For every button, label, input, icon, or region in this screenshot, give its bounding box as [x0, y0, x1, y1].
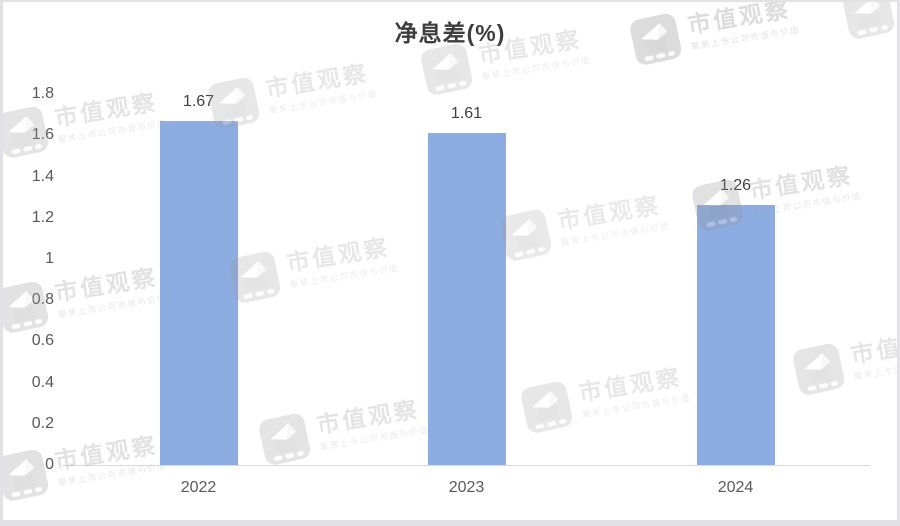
y-axis-tick-label: 1.6	[31, 126, 54, 144]
y-axis-tick-label: 0.2	[31, 414, 54, 432]
y-axis-tick-label: 1.4	[31, 167, 54, 185]
y-axis-tick-label: 0.8	[31, 291, 54, 309]
y-axis-tick-label: 0	[45, 456, 54, 473]
bar-2024	[696, 205, 775, 465]
x-axis-category-label: 2023	[448, 479, 485, 496]
bar-2022	[159, 121, 238, 465]
bar-value-label: 1.26	[719, 177, 752, 194]
bar-value-label: 1.61	[450, 105, 483, 122]
bar-value-label: 1.67	[182, 93, 215, 110]
plot-area: 0 0.2 0.4 0.6 0.8 1 1.2 1.4 1.6 1.8 1.67 2022 1.61 20…	[3, 2, 897, 520]
chart-title: 净息差(%)	[394, 20, 506, 46]
x-axis-category-label: 2022	[180, 479, 217, 496]
x-axis-category-label: 2024	[717, 479, 754, 496]
y-axis-tick-label: 1.2	[31, 208, 54, 226]
y-axis-tick-label: 1	[45, 250, 54, 267]
chart-card: 净息差(%) 0 0.2 0.4 0.6 0.8 1 1.2 1.4 1.6 1.8 1.67 202…	[3, 2, 897, 520]
bar-2023	[427, 133, 506, 465]
x-axis-line	[62, 465, 870, 466]
y-axis-tick-label: 0.4	[31, 373, 54, 391]
y-axis-tick-label: 1.8	[31, 85, 54, 103]
y-axis-tick-label: 0.6	[31, 332, 54, 350]
